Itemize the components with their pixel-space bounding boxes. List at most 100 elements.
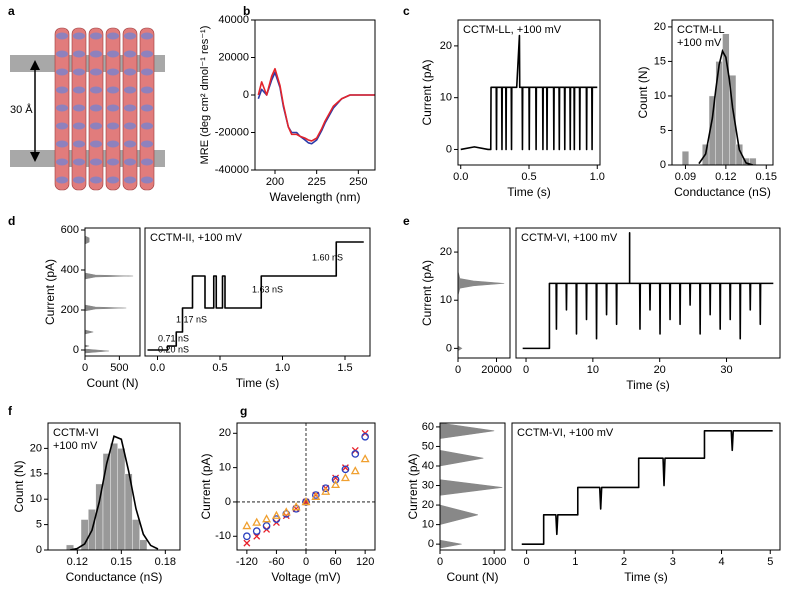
x-tick-label: 10 — [587, 364, 599, 376]
bar — [749, 157, 757, 165]
series-line — [521, 430, 773, 545]
x-axis-label: Count (N) — [86, 376, 138, 390]
marker — [341, 464, 349, 472]
x-tick-label: 200 — [266, 176, 284, 188]
x-tick-label: 500 — [110, 362, 128, 374]
y-tick-label: 600 — [61, 224, 79, 236]
y-tick-label: 20 — [219, 427, 231, 439]
plot-frame — [515, 227, 781, 359]
helix-turn — [56, 68, 68, 76]
helix-turn — [124, 86, 136, 94]
y-tick-label: 200 — [61, 304, 79, 316]
y-axis-label: Count (N) — [636, 66, 650, 118]
x-tick-label: -120 — [236, 556, 258, 568]
panel-letter: g — [240, 404, 247, 418]
bar — [110, 443, 118, 550]
helix-turn — [124, 122, 136, 130]
x-tick-label: 0 — [455, 364, 461, 376]
plot-area — [440, 423, 503, 549]
y-axis-label: Current (pA) — [406, 453, 420, 519]
helix-turn — [73, 68, 85, 76]
x-axis-label: Time (s) — [236, 376, 280, 390]
fit-curve — [698, 48, 754, 165]
x-tick-label: 1.0 — [275, 362, 290, 374]
marker — [291, 502, 301, 511]
helix-turn — [56, 158, 68, 166]
x-tick-label: 20000 — [481, 364, 512, 376]
helix-turn — [107, 86, 119, 94]
y-tick-label: 10 — [422, 519, 434, 531]
helix-turn — [124, 32, 136, 40]
helix-turn — [107, 104, 119, 112]
marker — [252, 517, 262, 526]
plot-area — [522, 232, 774, 350]
helix-turn — [56, 122, 68, 130]
marker — [321, 484, 330, 493]
y-tick-label: 20 — [440, 246, 452, 258]
panel-letter: b — [243, 4, 250, 18]
plot-area — [66, 435, 159, 550]
step-annotation: 1.60 nS — [312, 252, 343, 262]
helix-turn — [107, 140, 119, 148]
marker — [331, 475, 340, 484]
helix-turn — [141, 176, 153, 184]
plot-frame — [47, 422, 181, 551]
y-tick-label: 15 — [30, 468, 42, 480]
helix-turn — [141, 68, 153, 76]
helix-turn — [141, 104, 153, 112]
helix-turn — [90, 104, 102, 112]
y-tick-label: -40000 — [215, 164, 249, 176]
y-tick-label: -20000 — [215, 126, 249, 138]
y-tick-label: 5 — [36, 519, 42, 531]
marker — [271, 510, 281, 519]
x-tick-label: 1.5 — [337, 362, 352, 374]
x-tick-label: 0.18 — [155, 556, 176, 568]
plot-frame — [439, 422, 506, 551]
arrow-head — [30, 60, 40, 70]
helix-turn — [73, 140, 85, 148]
x-tick-label: 0.12 — [67, 556, 88, 568]
y-tick-label: 60 — [422, 421, 434, 433]
y-tick-label: 20 — [440, 40, 452, 52]
series-line — [460, 34, 598, 151]
y-axis-label: Current (pA) — [420, 59, 434, 125]
x-tick-label: 0.15 — [756, 171, 777, 183]
y-axis-label: Current (pA) — [43, 259, 57, 325]
y-tick-label: 400 — [61, 264, 79, 276]
plot-label: CCTM-VI, +100 mV — [517, 427, 614, 439]
x-tick-label: 0.5 — [521, 171, 536, 183]
helix-turn — [124, 104, 136, 112]
plot-area — [85, 230, 134, 356]
plot-area — [521, 430, 773, 545]
panel-letter: d — [8, 214, 15, 228]
marker — [262, 522, 271, 530]
helix-turn — [141, 140, 153, 148]
plot-area — [681, 33, 757, 165]
marker — [252, 527, 261, 535]
y-axis-label: MRE (deg cm² dmol⁻¹ res⁻¹) — [199, 26, 211, 165]
x-tick-label: 3 — [670, 556, 676, 568]
bar — [117, 448, 126, 550]
x-tick-label: -60 — [268, 556, 284, 568]
x-axis-label: Voltage (mV) — [271, 570, 340, 584]
plot-frame — [671, 19, 774, 166]
helix-turn — [56, 104, 68, 112]
helix-turn — [141, 32, 153, 40]
helix-turn — [107, 158, 119, 166]
helix-turn — [56, 176, 68, 184]
y-axis-label: Current (pA) — [420, 260, 434, 326]
helix-turn — [56, 32, 68, 40]
step-annotation: 1.63 nS — [252, 284, 283, 294]
y-tick-label: 20 — [654, 21, 666, 33]
panel-letter: a — [8, 4, 15, 18]
step-annotation: 1.17 nS — [176, 314, 207, 324]
plot-label: +100 mV — [677, 37, 722, 49]
y-tick-label: 15 — [654, 55, 666, 67]
plot-area — [460, 34, 598, 151]
y-tick-label: -10 — [215, 530, 231, 542]
helix-turn — [73, 122, 85, 130]
y-tick-label: 0 — [73, 344, 79, 356]
plot-frame — [511, 422, 781, 551]
plot-area — [237, 423, 375, 550]
